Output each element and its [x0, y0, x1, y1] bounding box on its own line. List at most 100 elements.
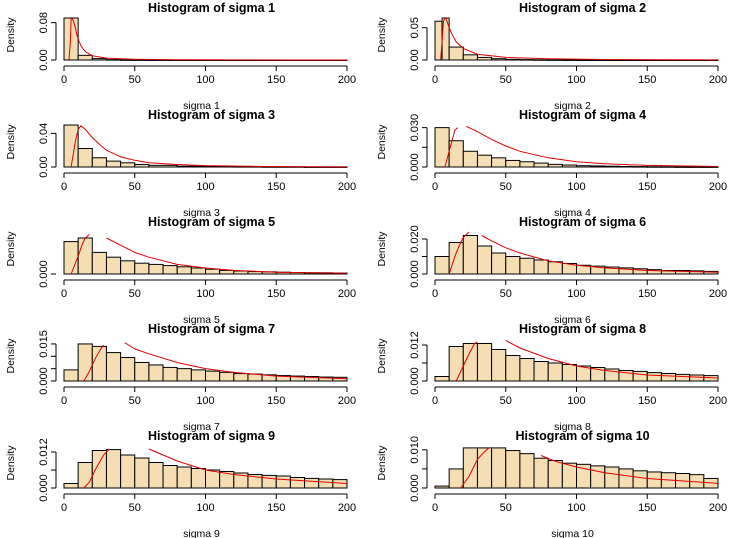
x-axis-label: sigma 4 — [554, 207, 591, 219]
x-tick-label: 100 — [567, 502, 585, 514]
histogram-bar — [660, 166, 677, 168]
density-curve — [505, 340, 719, 379]
panel-title: Histogram of sigma 6 — [519, 215, 646, 229]
x-tick-label: 50 — [500, 181, 512, 193]
y-tick-label: 0.012 — [409, 331, 421, 359]
histogram-bar — [219, 269, 235, 275]
histogram-bar — [134, 163, 150, 168]
histogram-bar — [547, 460, 563, 489]
histogram-bar — [491, 58, 507, 61]
histogram-bar — [533, 259, 549, 275]
histogram-bar — [505, 159, 521, 168]
x-tick-label: 100 — [196, 288, 214, 300]
histogram-bar — [576, 165, 592, 168]
histogram-bar — [190, 468, 207, 489]
x-tick-label: 0 — [61, 395, 67, 407]
histogram-bar — [134, 262, 150, 275]
histogram-bar — [604, 59, 620, 61]
histogram-bar — [703, 270, 719, 275]
x-tick-label: 50 — [129, 502, 141, 514]
histogram-bar — [561, 164, 577, 168]
histogram-bar — [332, 376, 348, 382]
histogram-bar — [120, 162, 136, 168]
histogram-bar — [205, 469, 221, 489]
y-axis-label: Density — [376, 17, 388, 53]
x-tick-label: 200 — [709, 181, 727, 193]
y-tick-label: 0.010 — [409, 436, 421, 464]
x-tick-label: 0 — [432, 395, 438, 407]
x-tick-label: 150 — [638, 181, 656, 193]
x-tick-label: 100 — [196, 74, 214, 86]
histogram-bar — [689, 374, 705, 382]
histogram-bar — [519, 257, 535, 275]
histogram-bar — [519, 358, 535, 382]
x-axis-label: sigma 5 — [183, 314, 220, 326]
x-tick-label: 0 — [432, 181, 438, 193]
y-axis-label: Density — [5, 338, 17, 374]
y-axis-label: Density — [5, 124, 17, 160]
histogram-bar — [448, 468, 464, 489]
histogram-bar — [462, 235, 478, 275]
y-axis-label: Density — [5, 231, 17, 267]
histogram-bar — [148, 364, 164, 382]
histogram-bar — [233, 270, 249, 275]
histogram-bar — [205, 370, 221, 382]
histogram-bar — [519, 59, 535, 61]
histogram-bar — [63, 369, 79, 382]
y-tick-label: 0.000 — [409, 367, 421, 395]
x-axis-label: sigma 8 — [554, 421, 591, 433]
histogram-bar — [77, 462, 93, 489]
histogram-bar — [576, 59, 592, 61]
x-axis-label: sigma 9 — [183, 528, 220, 538]
histogram-bar — [176, 368, 192, 382]
histogram-bar — [77, 343, 93, 382]
histogram-panel-8: Histogram of sigma 8 0 50 100 150 200 sigma 8 0… — [376, 322, 727, 433]
histogram-panel-9: Histogram of sigma 9 0 50 100 150 200 sigma 9 0… — [5, 429, 356, 538]
histogram-bar — [604, 165, 620, 168]
histogram-bar — [91, 157, 107, 168]
histogram-bar — [561, 364, 577, 382]
histogram-bar — [162, 366, 178, 382]
histogram-bar — [646, 471, 662, 489]
histogram-bar — [476, 56, 493, 61]
density-curve — [455, 341, 478, 382]
histogram-panel-1: Histogram of sigma 1 0 50 100 150 200 sigma 1 0… — [5, 1, 356, 112]
histogram-bar — [105, 160, 122, 168]
y-tick-label: 0.00 — [38, 156, 50, 177]
density-curve — [460, 447, 490, 489]
histogram-bar — [491, 447, 507, 489]
y-axis-label: Density — [376, 445, 388, 481]
histogram-bar — [660, 373, 677, 382]
histogram-bar — [434, 256, 450, 275]
x-axis-label: sigma 6 — [554, 314, 591, 326]
density-curve — [83, 344, 104, 382]
density-curve — [465, 125, 719, 167]
histogram-bar — [448, 346, 464, 382]
histogram-panel-10: Histogram of sigma 10 0 50 100 150 200 sigma 1… — [376, 429, 727, 538]
x-tick-label: 150 — [638, 395, 656, 407]
histogram-bar — [533, 361, 549, 382]
histogram-bar — [505, 450, 521, 489]
histogram-bar — [434, 485, 450, 489]
density-curve — [106, 237, 348, 274]
x-tick-label: 150 — [638, 74, 656, 86]
x-tick-label: 50 — [129, 181, 141, 193]
histogram-bar — [120, 260, 136, 275]
panel-title: Histogram of sigma 7 — [148, 322, 275, 336]
x-tick-label: 150 — [267, 502, 285, 514]
panel-title: Histogram of sigma 8 — [519, 322, 646, 336]
panel-title: Histogram of sigma 5 — [148, 215, 275, 229]
histogram-bar — [689, 166, 705, 168]
density-curve — [444, 127, 458, 168]
histogram-bar — [561, 59, 577, 61]
histogram-bar — [134, 361, 150, 382]
density-curve — [70, 125, 348, 168]
histogram-bar — [434, 127, 450, 168]
histogram-bar — [448, 46, 464, 61]
histogram-bar — [289, 477, 306, 489]
histogram-bar — [120, 357, 136, 382]
histogram-bar — [604, 466, 620, 489]
histogram-bar — [176, 466, 192, 489]
histogram-bar — [491, 252, 507, 275]
histogram-bar — [547, 362, 563, 382]
